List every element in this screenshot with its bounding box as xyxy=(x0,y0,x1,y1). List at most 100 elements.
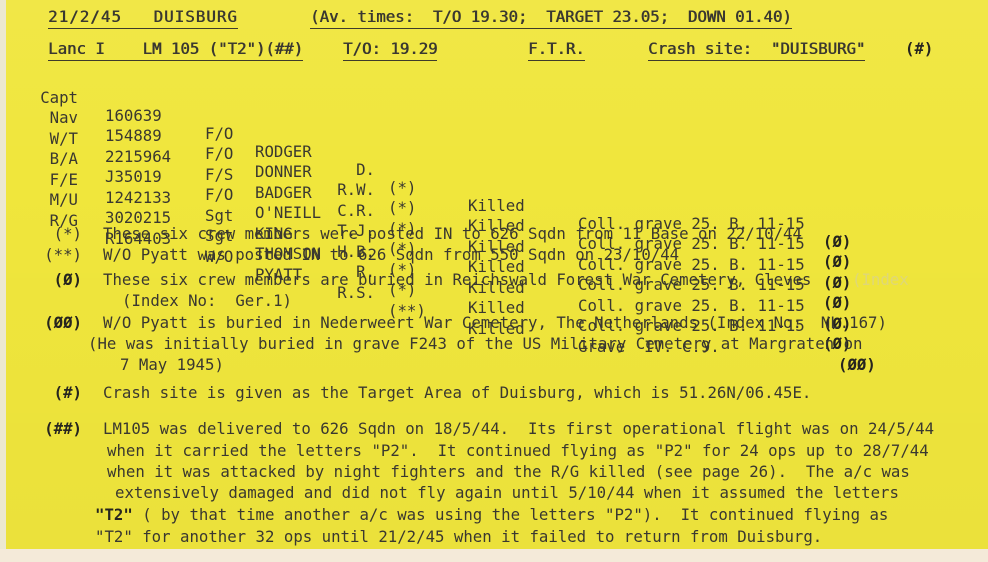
service-number: R164403 xyxy=(105,229,172,248)
grave-marker: (Ø) xyxy=(823,252,852,271)
crew-role: W/T xyxy=(49,129,78,148)
crash-site-marker: (#) xyxy=(905,39,934,58)
rank: Sgt xyxy=(205,206,234,225)
service-number: 160639 xyxy=(105,106,162,125)
note-marker: (ØØ) xyxy=(44,313,82,332)
crash-site: Crash site: "DUISBURG" xyxy=(648,40,866,61)
grave-marker: (Ø) xyxy=(823,273,852,292)
fate: Killed xyxy=(468,319,525,338)
posting-marker: (*) xyxy=(388,260,417,279)
note-marker: (**) xyxy=(44,245,82,264)
surname: BADGER xyxy=(255,183,312,202)
crew-role: B/A xyxy=(49,149,78,168)
crew-row: Nav 154889 F/O DONNER R.W. (*) Killed Co… xyxy=(0,91,988,289)
initials: D. xyxy=(356,160,375,179)
posting-marker: (*) xyxy=(388,219,417,238)
grave-location: Coll. grave 25. B. 11-15 xyxy=(578,296,805,315)
posting-marker: (*) xyxy=(388,198,417,217)
crew-role: Capt xyxy=(40,88,78,107)
crew-row: M/U 3020215 Sgt THOMSON R. (*) Killed Co… xyxy=(0,173,988,371)
crew-row: W/T 2215964 F/S BADGER C.R. (*) Killed C… xyxy=(0,112,988,310)
fate: Killed xyxy=(468,237,525,256)
fate: Killed xyxy=(468,216,525,235)
grave-location: Coll. grave 25. B. 11-15 xyxy=(578,214,805,233)
note-marker: (Ø) xyxy=(53,270,82,289)
note-marker: (##) xyxy=(44,419,82,438)
surname: KING xyxy=(255,224,293,243)
grave-location: Coll. grave 25. B. 11-15 xyxy=(578,316,805,335)
crew-role: Nav xyxy=(49,108,78,127)
scan-edge-bottom xyxy=(0,549,988,562)
erased-ghost-text: (Index xyxy=(852,270,909,289)
grave-marker: (Ø) xyxy=(823,232,852,251)
posting-marker: (**) xyxy=(388,301,426,320)
service-number: 3020215 xyxy=(105,208,172,227)
posting-marker: (*) xyxy=(388,280,417,299)
note-line-rest: ( by that time another a/c was using the… xyxy=(132,505,889,524)
posting-marker: (*) xyxy=(388,178,417,197)
rank: F/O xyxy=(205,144,234,163)
takeoff-time: T/O: 19.29 xyxy=(343,40,438,61)
note-line: Crash site is given as the Target Area o… xyxy=(103,383,812,402)
fate: Killed xyxy=(468,196,525,215)
fate: Killed xyxy=(468,278,525,297)
note-line: 7 May 1945) xyxy=(120,355,224,374)
initials: T.J. xyxy=(337,221,375,240)
sortie-date-target: 21/2/45 DUISBURG xyxy=(48,8,238,29)
rank: F/S xyxy=(205,165,234,184)
initials: H.B. xyxy=(337,242,375,261)
note-line: "T2" ( by that time another a/c was usin… xyxy=(95,506,888,524)
ftr-status: F.T.R. xyxy=(528,40,585,61)
fate: Killed xyxy=(468,257,525,276)
grave-location: Grave IV. C.9. xyxy=(578,337,720,356)
service-number: 1242133 xyxy=(105,188,172,207)
note-line: "T2" for another 32 ops until 21/2/45 wh… xyxy=(95,527,823,546)
crew-role: R/G xyxy=(49,211,78,230)
rank: F/O xyxy=(205,185,234,204)
initials: C.R. xyxy=(337,201,375,220)
note-marker: (*) xyxy=(53,224,82,243)
service-number: 154889 xyxy=(105,126,162,145)
surname: PYATT xyxy=(255,265,303,284)
note-line: (Index No: Ger.1) xyxy=(122,291,293,310)
note-line: LM105 was delivered to 626 Sqdn on 18/5/… xyxy=(103,419,935,438)
grave-location: Coll. grave 25. B. 11-15 xyxy=(578,255,805,274)
surname: O'NEILL xyxy=(255,203,322,222)
grave-marker: (ØØ) xyxy=(838,355,876,374)
grave-marker: (Ø) xyxy=(823,334,852,353)
crew-role: M/U xyxy=(49,190,78,209)
grave-marker: (Ø) xyxy=(823,314,852,333)
note-line: W/O Pyatt was posted IN to 626 Sqdn from… xyxy=(103,245,680,264)
aircraft-id: Lanc I LM 105 ("T2")(##) xyxy=(48,40,304,61)
crew-row: B/A J35019 F/O O'NEILL T.J. (*) Killed C… xyxy=(0,132,988,330)
note-line: These six crew members are buried in Rei… xyxy=(103,270,812,289)
note-line: W/O Pyatt is buried in Nederweert War Ce… xyxy=(103,313,887,332)
surname: RODGER xyxy=(255,142,312,161)
rank: Sgt xyxy=(205,226,234,245)
code-letters-t2-bold: "T2" xyxy=(95,505,133,524)
grave-location: Coll. grave 25. B. 11-15 xyxy=(578,275,805,294)
grave-marker: (Ø) xyxy=(823,293,852,312)
initials: R. xyxy=(356,262,375,281)
note-line: when it carried the letters "P2". It con… xyxy=(107,441,929,460)
note-line: when it was attacked by night fighters a… xyxy=(107,462,910,481)
note-line: These six crew members were posted IN to… xyxy=(103,224,802,243)
note-line: extensively damaged and did not fly agai… xyxy=(115,483,899,502)
rank: W/O xyxy=(205,247,234,266)
initials: R.S. xyxy=(337,283,375,302)
crew-row: Capt 160639 F/O RODGER D. (*) Killed Col… xyxy=(0,71,988,269)
scan-edge-left xyxy=(0,0,6,562)
crew-role: F/E xyxy=(49,170,78,189)
service-number: 2215964 xyxy=(105,147,172,166)
surname: DONNER xyxy=(255,162,312,181)
service-number: J35019 xyxy=(105,167,162,186)
grave-location: Coll. grave 25. B. 11-15 xyxy=(578,234,805,253)
note-marker: (#) xyxy=(53,383,82,402)
posting-marker: (*) xyxy=(388,239,417,258)
surname: THOMSON xyxy=(255,244,322,263)
average-times: (Av. times: T/O 19.30; TARGET 23.05; DOW… xyxy=(310,8,792,29)
rank: F/O xyxy=(205,124,234,143)
crew-row: R/G R164403 W/O PYATT R.S. (**) Killed G… xyxy=(0,194,988,392)
initials: R.W. xyxy=(337,180,375,199)
